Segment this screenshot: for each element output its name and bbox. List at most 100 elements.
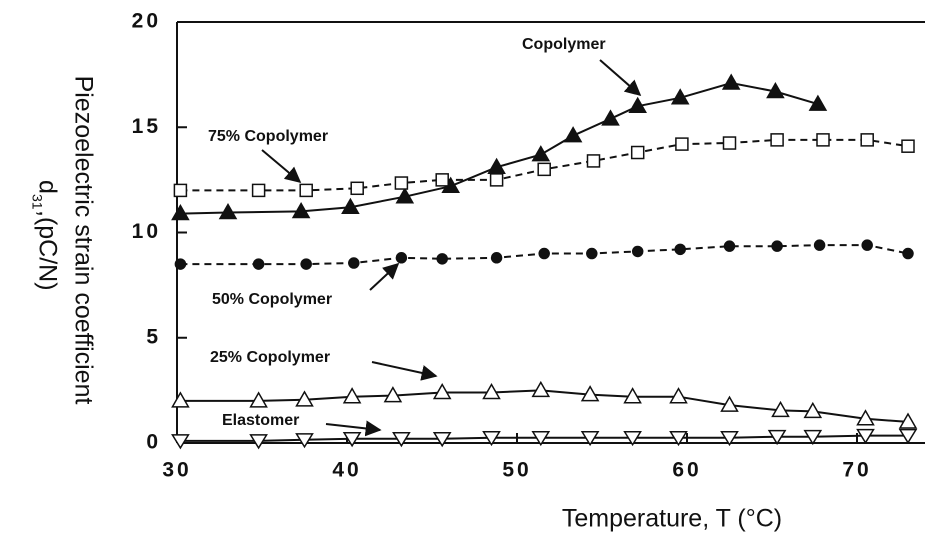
marker xyxy=(252,258,265,270)
marker xyxy=(901,139,915,153)
marker xyxy=(674,243,686,256)
annotation-arrow xyxy=(599,59,642,97)
marker xyxy=(300,258,312,270)
marker xyxy=(251,183,266,198)
marker xyxy=(580,430,600,447)
marker xyxy=(531,145,551,162)
annotation-arrow xyxy=(371,361,438,381)
marker xyxy=(392,432,411,448)
marker xyxy=(898,428,918,445)
x-tick-label: 50 xyxy=(502,459,531,482)
marker xyxy=(383,386,403,403)
x-tick-label: 60 xyxy=(672,459,701,482)
marker xyxy=(249,391,268,408)
marker xyxy=(721,73,741,90)
marker xyxy=(295,433,314,449)
x-tick-label: 40 xyxy=(332,459,361,482)
marker xyxy=(218,202,238,220)
marker xyxy=(722,136,737,150)
marker xyxy=(771,240,783,252)
marker xyxy=(770,133,784,147)
x-tick-label: 30 xyxy=(162,459,191,482)
marker xyxy=(816,133,830,147)
marker xyxy=(586,154,601,168)
marker xyxy=(669,387,688,404)
y-subscript: 31 xyxy=(29,194,45,210)
marker xyxy=(436,253,448,265)
marker xyxy=(861,239,873,251)
y-tick-label: 10 xyxy=(132,220,161,243)
marker xyxy=(489,173,504,187)
annotation: 50% Copolymer xyxy=(212,291,332,308)
marker xyxy=(174,258,187,270)
y-unit: ,(pC/N) xyxy=(33,210,61,291)
marker xyxy=(538,247,550,260)
y-axis-unit: d 31 ,(pC/N) xyxy=(29,180,61,291)
y-tick-label: 15 xyxy=(132,115,161,138)
marker xyxy=(482,382,501,400)
marker xyxy=(631,245,644,258)
marker xyxy=(348,257,360,269)
marker xyxy=(295,390,314,407)
marker xyxy=(808,94,828,111)
marker xyxy=(860,133,874,147)
annotation-arrow xyxy=(325,420,382,437)
marker xyxy=(395,252,408,264)
marker xyxy=(341,197,360,214)
marker xyxy=(482,430,501,447)
y-symbol: d xyxy=(33,180,61,194)
marker xyxy=(394,176,409,190)
marker xyxy=(342,387,362,404)
marker xyxy=(432,432,452,448)
marker xyxy=(675,137,689,151)
marker xyxy=(291,201,311,219)
marker xyxy=(531,380,551,398)
annotation: Elastomer xyxy=(222,412,299,429)
annotation-arrow xyxy=(261,149,302,184)
marker xyxy=(171,434,190,450)
marker xyxy=(623,387,642,404)
marker xyxy=(803,429,823,446)
marker xyxy=(395,187,415,204)
x-axis-label: Temperature, T (°C) xyxy=(562,505,782,533)
marker xyxy=(856,409,875,426)
series-line xyxy=(180,138,909,192)
y-tick-label: 0 xyxy=(146,431,161,454)
marker xyxy=(171,204,190,221)
marker xyxy=(628,96,647,113)
annotation: 25% Copolymer xyxy=(210,349,330,366)
annotation-arrow xyxy=(369,262,400,291)
marker xyxy=(813,239,826,251)
marker xyxy=(171,391,190,408)
marker xyxy=(856,428,875,445)
marker xyxy=(766,81,785,99)
marker xyxy=(531,430,551,447)
marker xyxy=(586,247,598,260)
marker xyxy=(432,382,452,400)
series-line xyxy=(180,81,819,215)
series-line xyxy=(180,389,909,423)
marker xyxy=(723,240,736,252)
marker xyxy=(720,430,739,447)
marker xyxy=(630,145,645,160)
marker xyxy=(601,109,620,126)
marker xyxy=(537,162,551,177)
marker xyxy=(902,247,914,260)
marker xyxy=(435,173,449,187)
marker xyxy=(299,183,313,198)
marker xyxy=(669,430,688,447)
y-tick-label: 20 xyxy=(132,10,161,33)
series-line xyxy=(180,244,909,266)
x-tick-label: 70 xyxy=(842,459,871,482)
y-axis-label: Piezoelectric strain coefficient xyxy=(69,76,97,405)
y-tick-label: 5 xyxy=(146,325,161,348)
marker xyxy=(563,126,583,143)
marker xyxy=(767,429,787,446)
marker xyxy=(771,400,790,418)
marker xyxy=(720,395,739,412)
marker xyxy=(803,401,823,419)
marker xyxy=(670,88,690,105)
marker xyxy=(490,252,503,264)
marker xyxy=(898,412,918,429)
